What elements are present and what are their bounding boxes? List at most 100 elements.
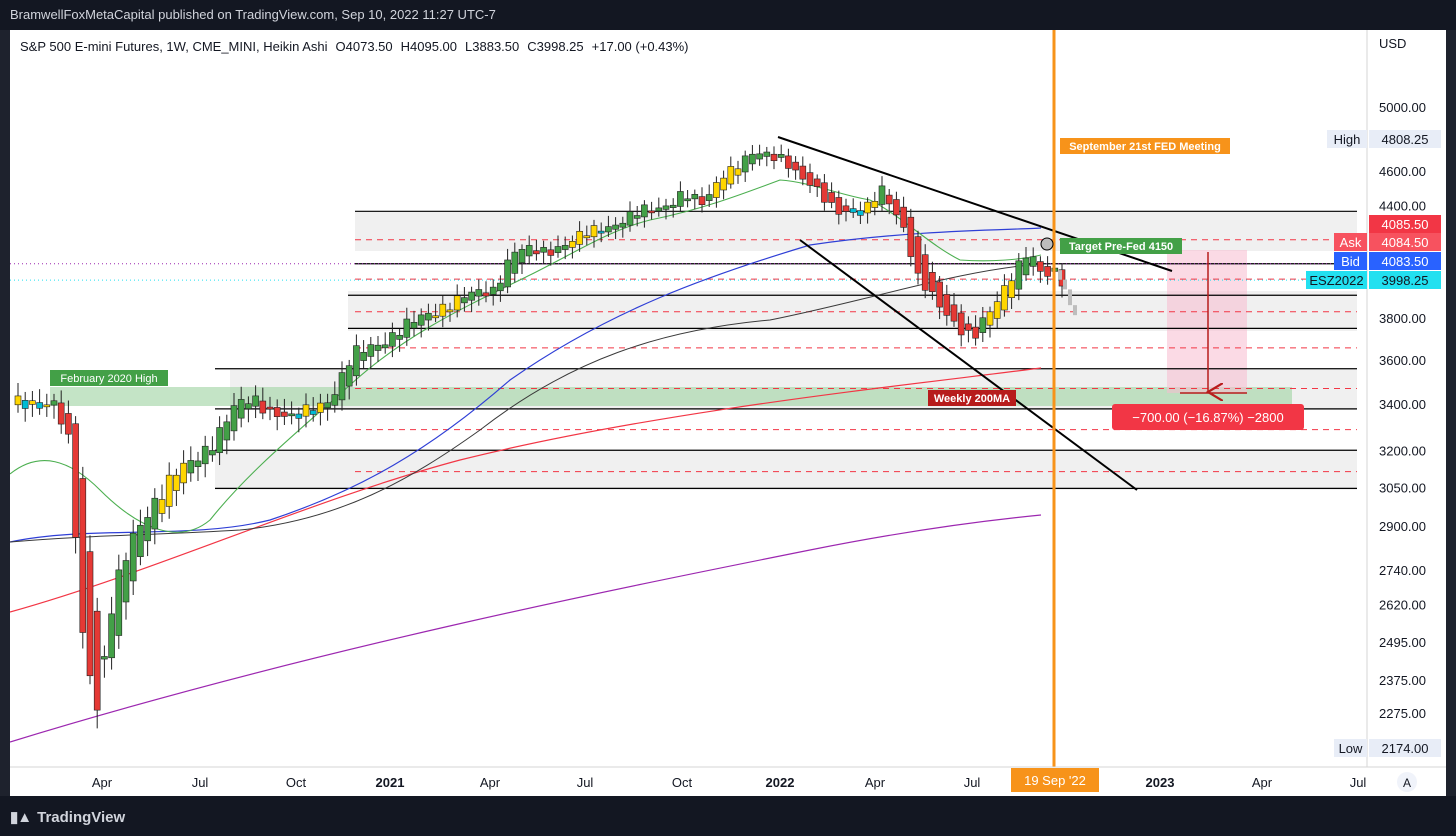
candle-body: [777, 154, 785, 158]
candle-body: [410, 322, 418, 329]
candle-body: [497, 282, 504, 292]
candle-body: [727, 166, 735, 185]
candle-body: [705, 194, 713, 201]
candle-body: [619, 222, 627, 228]
zone-3205-3050: [215, 450, 1357, 490]
candle-body: [842, 205, 850, 212]
ma100-line: [9, 263, 1042, 543]
candle-body: [698, 196, 706, 206]
price-tag-value: 4083.50: [1382, 254, 1429, 269]
candle-body: [554, 246, 562, 253]
candle-body: [86, 551, 94, 677]
candle-body: [489, 286, 497, 295]
price-tick-label: 5000.00: [1379, 100, 1426, 115]
candle-body: [626, 211, 634, 226]
candle-body: [396, 334, 403, 340]
price-tag-value: 4084.50: [1382, 235, 1429, 250]
candle-body: [799, 165, 807, 180]
candle-body: [957, 312, 965, 336]
candle-body: [302, 404, 310, 417]
candle-body: [525, 245, 533, 257]
time-tick-label: 2023: [1146, 775, 1175, 790]
price-tag-name-bg: [1306, 271, 1367, 289]
candle-body: [201, 445, 209, 465]
projected-candle: [1063, 279, 1067, 290]
candle-body: [806, 172, 814, 186]
candle-body: [79, 478, 87, 633]
candle-body: [21, 400, 29, 409]
candle-body: [389, 332, 396, 347]
target-label: Target Pre-Fed 4150: [1069, 241, 1173, 253]
candle-body: [691, 194, 699, 200]
candle-body: [381, 344, 389, 349]
tradingview-brand[interactable]: ▮▲ TradingView: [10, 808, 125, 827]
candle-body: [662, 205, 670, 210]
candle-body: [907, 216, 915, 257]
candle-body: [108, 613, 115, 659]
price-axis[interactable]: 5000.00 4600.00 4400.00 3800.00 3600.00 3400.…: [1379, 100, 1426, 721]
time-tick-label: 2022: [766, 775, 795, 790]
price-tag-value-bg: [1369, 233, 1441, 251]
auto-scale-button[interactable]: A: [1397, 772, 1417, 792]
lower-trendline: [799, 239, 1138, 491]
price-tick-label: 2620.00: [1379, 597, 1426, 612]
price-tag-name-bg: [1334, 233, 1367, 251]
auto-scale-label: A: [1403, 776, 1411, 790]
time-tick-label: Jul: [964, 775, 981, 790]
candle-body: [29, 400, 36, 405]
price-tick-label: 2275.00: [1379, 706, 1426, 721]
february-2020-high-zone: [50, 387, 1292, 406]
candle-body: [849, 208, 857, 213]
footer-bar: ▮▲ TradingView: [0, 796, 1456, 836]
candle-body: [360, 351, 367, 361]
candle-body: [655, 207, 663, 212]
candle-body: [936, 281, 943, 308]
price-tag-name: High: [1334, 132, 1361, 147]
price-tag-name-bg: [1334, 739, 1367, 757]
candle-body: [547, 249, 555, 256]
candle-body: [403, 318, 411, 338]
price-tick-label: 3400.00: [1379, 397, 1426, 412]
candle-body: [576, 230, 583, 245]
candle-body: [684, 198, 691, 202]
feb-high-label: February 2020 High: [60, 373, 157, 385]
publisher-bar: BramwellFoxMetaCapital published on Trad…: [0, 0, 1456, 30]
candle-body: [669, 204, 677, 208]
candle-body: [216, 427, 223, 454]
candle-body: [374, 344, 382, 351]
candle-body: [65, 413, 72, 435]
candle-body: [432, 315, 439, 319]
time-axis[interactable]: Apr Jul Oct 2021 Apr Jul Oct 2022 Apr Jul 2023 Apr J…: [92, 775, 1367, 790]
chart-panel[interactable]: September 21st FED Meeting Target Pre-Fe…: [9, 30, 1446, 796]
price-tick-label: 2375.00: [1379, 673, 1426, 688]
price-tag-name: Bid: [1341, 254, 1360, 269]
candle-body: [864, 201, 871, 214]
price-tag-value: 2174.00: [1382, 741, 1429, 756]
candle-body: [533, 250, 540, 255]
candle-body: [252, 395, 259, 407]
candle-body: [50, 400, 58, 406]
chart-title: S&P 500 E-mini Futures, 1W, CME_MINI, He…: [20, 39, 689, 54]
ma200-label: Weekly 200MA: [934, 393, 1010, 405]
candle-body: [57, 402, 65, 425]
candle-body: [331, 394, 339, 406]
candle-body: [633, 215, 641, 219]
candle-body: [36, 402, 43, 409]
price-tick-label: 4600.00: [1379, 164, 1426, 179]
measure-label: −700.00 (−16.87%) −2800: [1132, 410, 1283, 425]
candle-body: [158, 499, 166, 514]
candle-body: [425, 312, 432, 321]
candle-body: [641, 204, 648, 218]
price-chart[interactable]: September 21st FED Meeting Target Pre-Fe…: [9, 30, 1446, 796]
candle-body: [273, 407, 281, 417]
candle-body: [353, 345, 360, 377]
candle-body: [511, 251, 519, 274]
candle-body: [1015, 260, 1023, 290]
candle-body: [324, 402, 331, 409]
candle-body: [590, 225, 598, 238]
candle-body: [835, 197, 843, 215]
candle-body: [345, 365, 353, 387]
candle-body: [965, 323, 972, 331]
candle-body: [597, 230, 605, 234]
ma-long-line: [9, 514, 1042, 743]
